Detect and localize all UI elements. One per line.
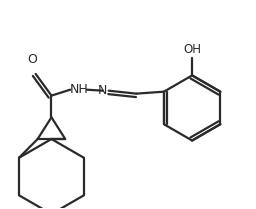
Text: OH: OH [183,43,201,56]
Text: O: O [27,53,37,66]
Text: NH: NH [70,83,89,96]
Text: N: N [97,84,107,97]
